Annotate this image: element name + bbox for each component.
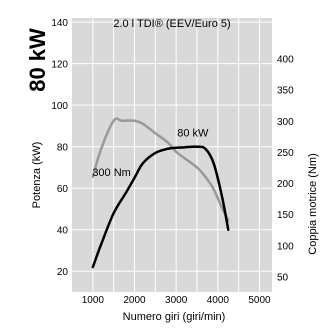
y-right-tick-label: 300 [277,117,294,128]
power-series-label: 80 kW [177,127,209,139]
x-tick-label: 4000 [207,295,230,306]
x-tick-label: 3000 [165,295,188,306]
y-axis-right-label: Coppia motrice (Nm) [307,153,319,254]
y-right-tick-label: 400 [277,54,294,65]
y-right-tick-label: 150 [277,210,294,221]
y-left-tick-label: 120 [51,60,68,71]
power-badge: 80 kW [25,28,50,92]
y-right-tick-label: 200 [277,179,294,190]
x-tick-label: 1000 [82,295,105,306]
y-axis-left-label: Potenza (kW) [31,142,43,209]
torque-series-line [91,117,230,222]
y-left-tick-label: 20 [57,267,69,278]
y-right-tick-label: 250 [277,148,294,159]
y-left-tick-label: 100 [51,101,68,112]
torque-series-label: 300 Nm [92,167,131,179]
power-series-line [91,145,230,269]
y-left-tick-label: 60 [57,184,69,195]
y-right-tick-label: 50 [277,272,289,283]
series-layer [91,117,230,269]
plot-area [72,18,272,292]
labels-layer: 80 kW 300 Nm [92,127,209,178]
x-tick-label: 2000 [123,295,146,306]
x-tick-label: 5000 [248,295,271,306]
y-left-tick-label: 140 [51,18,68,29]
y-right-tick-label: 100 [277,241,294,252]
y-left-tick-label: 40 [57,226,69,237]
y-right-tick-label: 350 [277,86,294,97]
x-axis-label: Numero giri (giri/min) [123,311,226,323]
y-left-tick-label: 80 [57,143,69,154]
ticks-layer: 1000 2000 3000 4000 5000 20 40 60 80 100 120 140 50 1… [51,18,294,306]
chart-title: 2.0 l TDI® (EEV/Euro 5) [113,18,230,30]
